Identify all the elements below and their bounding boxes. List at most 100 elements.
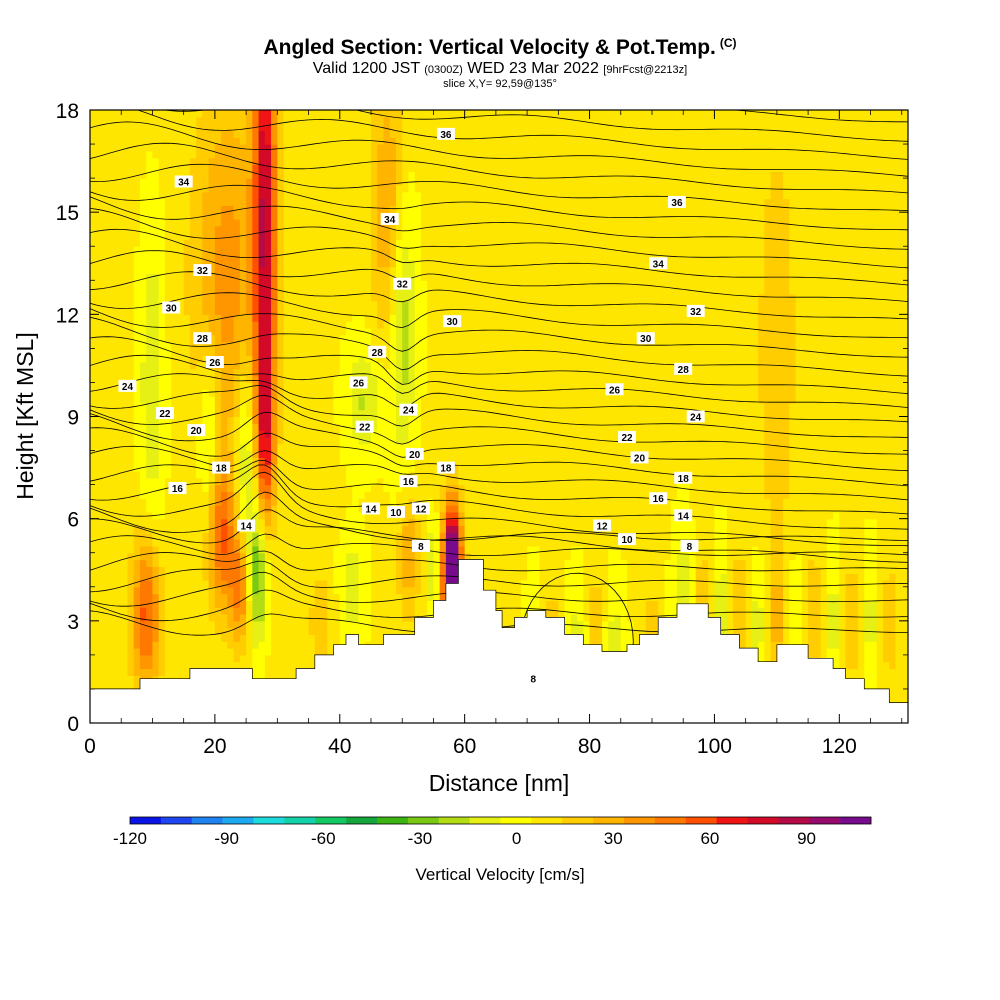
heatmap-cell — [171, 573, 179, 581]
heatmap-cell — [202, 614, 210, 622]
heatmap-cell — [402, 321, 410, 329]
heatmap-cell — [252, 402, 260, 411]
heatmap-cell — [327, 150, 335, 159]
heatmap-cell — [358, 225, 366, 234]
heatmap-cell — [196, 600, 203, 608]
heatmap-cell — [214, 300, 222, 309]
heatmap-cell — [420, 314, 428, 322]
heatmap-cell — [196, 484, 203, 493]
heatmap-cell — [346, 389, 353, 397]
heatmap-cell — [264, 362, 272, 370]
heatmap-cell — [133, 477, 141, 486]
heatmap-cell — [339, 273, 347, 281]
heatmap-cell — [408, 491, 416, 499]
heatmap-cell — [308, 505, 316, 513]
heatmap-cell — [164, 505, 172, 513]
heatmap-cell — [108, 416, 116, 424]
heatmap-cell — [133, 144, 141, 152]
heatmap-cell — [402, 539, 410, 547]
heatmap-cell — [227, 266, 235, 275]
heatmap-cell — [389, 266, 397, 275]
heatmap-cell — [214, 164, 222, 172]
heatmap-cell — [239, 607, 247, 615]
heatmap-cell — [90, 396, 97, 404]
heatmap-cell — [370, 607, 378, 615]
heatmap-cell — [252, 661, 260, 670]
heatmap-cell — [377, 627, 385, 636]
heatmap-cell — [296, 273, 303, 281]
heatmap-cell — [308, 614, 316, 622]
heatmap-cell — [152, 341, 160, 349]
heatmap-cell — [408, 362, 416, 370]
heatmap-cell — [158, 116, 166, 125]
heatmap-cell — [383, 430, 391, 438]
heatmap-cell — [395, 620, 403, 629]
heatmap-cell — [327, 457, 335, 465]
heatmap-cell — [146, 505, 154, 513]
heatmap-cell — [289, 362, 297, 370]
heatmap-cell — [252, 532, 260, 540]
heatmap-cell — [164, 293, 172, 302]
heatmap-cell — [189, 600, 197, 608]
heatmap-cell — [271, 402, 278, 411]
heatmap-cell — [202, 239, 210, 247]
heatmap-cell — [333, 620, 341, 629]
heatmap-cell — [321, 396, 328, 404]
heatmap-cell — [139, 287, 147, 295]
heatmap-cell — [96, 607, 104, 615]
heatmap-cell — [271, 477, 278, 486]
heatmap-cell — [427, 518, 435, 527]
heatmap-cell — [183, 627, 191, 636]
heatmap-cell — [246, 110, 253, 118]
heatmap-cell — [358, 539, 366, 547]
heatmap-cell — [214, 402, 222, 411]
heatmap-cell — [114, 273, 122, 281]
heatmap-cell — [183, 341, 191, 349]
heatmap-cell — [121, 450, 129, 458]
heatmap-cell — [383, 573, 391, 581]
heatmap-cell — [183, 443, 191, 452]
heatmap-cell — [96, 620, 104, 629]
heatmap-cell — [264, 518, 272, 527]
heatmap-cell — [339, 178, 347, 186]
heatmap-cell — [414, 607, 422, 615]
heatmap-cell — [139, 327, 147, 336]
heatmap-cell — [296, 505, 303, 513]
heatmap-cell — [339, 246, 347, 254]
heatmap-cell — [127, 375, 135, 384]
heatmap-cell — [339, 362, 347, 370]
heatmap-cell — [139, 436, 147, 445]
heatmap-cell — [258, 164, 266, 172]
heatmap-cell — [252, 178, 260, 186]
heatmap-cell — [121, 218, 129, 227]
heatmap-cell — [321, 375, 328, 384]
heatmap-cell — [377, 144, 385, 152]
heatmap-cell — [383, 232, 391, 241]
heatmap-cell — [277, 396, 285, 404]
heatmap-cell — [296, 423, 303, 431]
heatmap-cell — [370, 178, 378, 186]
heatmap-cell — [358, 552, 366, 561]
heatmap-cell — [139, 450, 147, 458]
heatmap-cell — [133, 287, 141, 295]
heatmap-cell — [296, 239, 303, 247]
heatmap-cell — [264, 327, 272, 336]
heatmap-cell — [264, 389, 272, 397]
heatmap-cell — [420, 144, 428, 152]
heatmap-cell — [189, 614, 197, 622]
heatmap-cell — [196, 178, 203, 186]
heatmap-cell — [183, 280, 191, 288]
heatmap-cell — [246, 253, 253, 261]
heatmap-cell — [302, 539, 310, 547]
heatmap-cell — [152, 648, 160, 656]
heatmap-cell — [258, 498, 266, 506]
heatmap-cell — [233, 171, 241, 179]
heatmap-cell — [108, 675, 116, 683]
heatmap-cell — [252, 518, 260, 527]
heatmap-cell — [127, 389, 135, 397]
heatmap-cell — [346, 116, 353, 125]
heatmap-cell — [383, 464, 391, 472]
heatmap-cell — [196, 579, 203, 588]
heatmap-cell — [196, 573, 203, 581]
heatmap-cell — [227, 259, 235, 268]
